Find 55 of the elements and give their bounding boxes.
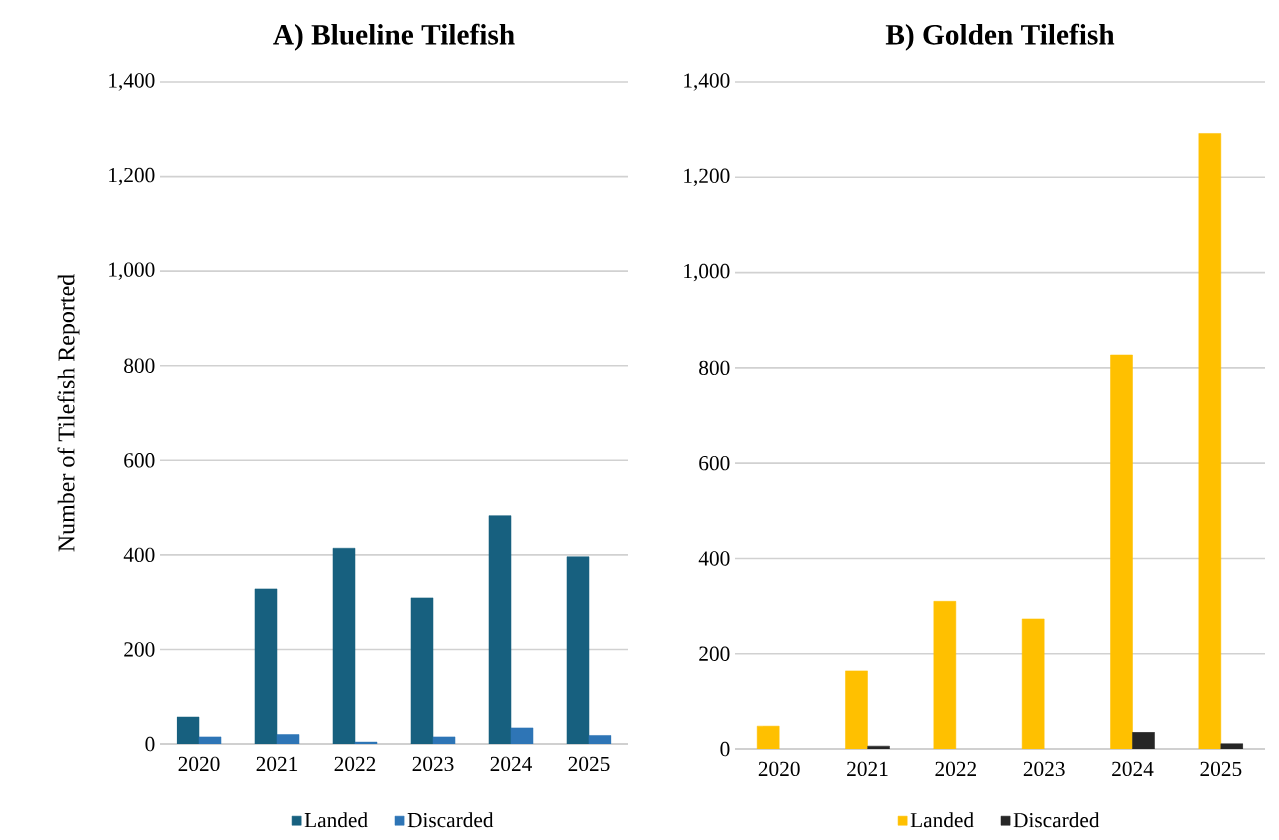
bar (488, 515, 512, 745)
y-tick-label: 600 (124, 453, 155, 468)
bar (410, 597, 434, 745)
y-tick-label: 200 (699, 646, 730, 661)
bar (1110, 354, 1133, 750)
bar (176, 716, 200, 745)
y-tick-label: 0 (720, 741, 730, 757)
bar (510, 727, 534, 745)
chart-title: A) Blueline Tilefish (273, 23, 515, 51)
bar (566, 556, 590, 745)
y-tick-label: 200 (124, 642, 155, 657)
x-tick-label: 2024 (1112, 761, 1154, 777)
chart-title: B) Golden Tilefish (885, 23, 1115, 51)
bar (198, 736, 222, 745)
x-tick-label: 2021 (847, 761, 888, 777)
bar (845, 670, 868, 750)
legend-label: Landed (304, 812, 368, 828)
legend-label: Discarded (1013, 812, 1100, 828)
bar (756, 725, 780, 750)
bar (254, 588, 278, 745)
legend-label: Landed (910, 812, 974, 828)
x-tick-label: 2023 (1023, 761, 1065, 777)
bar (588, 735, 612, 745)
x-tick-label: 2025 (1200, 761, 1242, 777)
bar (332, 547, 356, 745)
x-tick-label: 2022 (935, 761, 976, 777)
bar (1198, 133, 1222, 750)
y-tick-label: 800 (699, 360, 730, 376)
x-tick-label: 2023 (412, 756, 454, 772)
x-tick-label: 2020 (178, 756, 220, 772)
bar (276, 734, 300, 745)
y-tick-label: 1,400 (109, 73, 155, 91)
y-tick-label: 800 (124, 358, 155, 373)
bar (867, 745, 890, 750)
y-tick-label: 1,200 (684, 168, 730, 187)
x-tick-label: 2021 (256, 756, 298, 772)
y-tick-label: 400 (123, 547, 155, 563)
y-tick-label: 1,200 (109, 167, 155, 186)
y-tick-label: 1,000 (109, 262, 155, 280)
x-tick-label: 2024 (490, 756, 532, 772)
legend-label: Discarded (407, 812, 494, 828)
y-tick-label: 0 (145, 736, 155, 752)
x-tick-label: 2025 (568, 756, 610, 772)
y-axis-title: Number of Tilefish Reported (57, 274, 80, 552)
y-tick-label: 1,400 (684, 73, 730, 91)
bar (1220, 743, 1244, 750)
y-tick-label: 400 (698, 551, 730, 566)
bar (1021, 618, 1045, 750)
x-tick-label: 2022 (334, 756, 376, 772)
bar (432, 736, 456, 745)
y-tick-label: 1,000 (684, 263, 730, 282)
y-tick-label: 600 (699, 455, 730, 471)
bar (933, 601, 957, 750)
x-tick-label: 2020 (758, 761, 800, 777)
bar (1132, 732, 1155, 750)
